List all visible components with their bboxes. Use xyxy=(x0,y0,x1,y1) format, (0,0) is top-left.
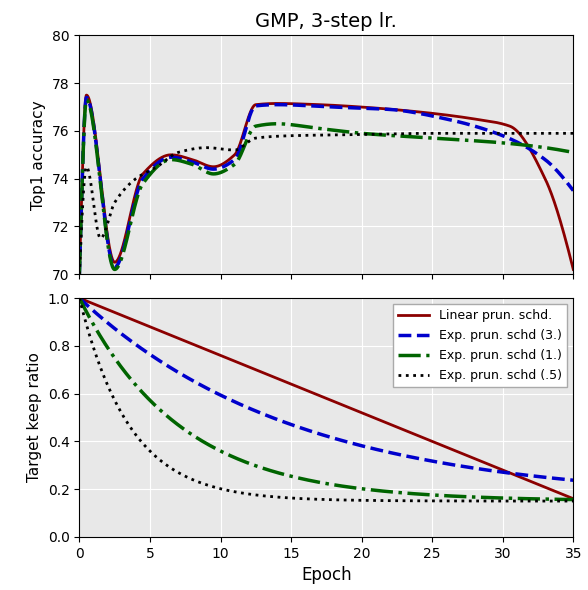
Linear prun. schd. xyxy=(465,453,472,460)
Exp. prun. schd (.5) xyxy=(303,495,310,502)
Exp. prun. schd (1.) xyxy=(556,496,563,503)
Exp. prun. schd (3.) xyxy=(101,317,108,324)
Exp. prun. schd (3.) xyxy=(556,476,563,483)
Exp. prun. schd (.5) xyxy=(465,497,472,504)
Title: GMP, 3-step lr.: GMP, 3-step lr. xyxy=(255,12,397,31)
Exp. prun. schd (3.) xyxy=(316,430,323,437)
Exp. prun. schd (.5) xyxy=(316,496,323,503)
Legend: Linear prun. schd., Exp. prun. schd (3.), Exp. prun. schd (1.), Exp. prun. schd : Linear prun. schd., Exp. prun. schd (3.)… xyxy=(393,304,567,387)
Exp. prun. schd (.5) xyxy=(556,497,563,504)
Exp. prun. schd (.5) xyxy=(570,497,577,504)
Exp. prun. schd (1.) xyxy=(303,476,310,483)
Exp. prun. schd (1.) xyxy=(555,496,562,503)
Line: Exp. prun. schd (1.): Exp. prun. schd (1.) xyxy=(79,298,573,500)
Exp. prun. schd (1.) xyxy=(570,496,577,503)
Exp. prun. schd (3.) xyxy=(555,475,562,482)
Linear prun. schd. xyxy=(76,294,83,301)
Linear prun. schd. xyxy=(555,489,562,496)
Exp. prun. schd (3.) xyxy=(303,426,310,433)
X-axis label: Epoch: Epoch xyxy=(301,566,352,584)
Exp. prun. schd (.5) xyxy=(555,497,562,504)
Exp. prun. schd (3.) xyxy=(570,477,577,484)
Linear prun. schd. xyxy=(101,305,108,312)
Exp. prun. schd (1.) xyxy=(76,294,83,301)
Linear prun. schd. xyxy=(570,495,577,502)
Y-axis label: Target keep ratio: Target keep ratio xyxy=(27,353,42,483)
Line: Linear prun. schd.: Linear prun. schd. xyxy=(79,298,573,499)
Exp. prun. schd (1.) xyxy=(101,339,108,346)
Exp. prun. schd (3.) xyxy=(465,464,472,471)
Linear prun. schd. xyxy=(303,387,310,394)
Y-axis label: Top1 accuracy: Top1 accuracy xyxy=(32,100,46,209)
Exp. prun. schd (.5) xyxy=(76,294,83,301)
Exp. prun. schd (.5) xyxy=(101,375,108,382)
Linear prun. schd. xyxy=(556,489,563,496)
Exp. prun. schd (1.) xyxy=(465,493,472,500)
Exp. prun. schd (3.) xyxy=(76,294,83,301)
Exp. prun. schd (1.) xyxy=(316,479,323,486)
Linear prun. schd. xyxy=(316,392,323,399)
Line: Exp. prun. schd (3.): Exp. prun. schd (3.) xyxy=(79,298,573,480)
Line: Exp. prun. schd (.5): Exp. prun. schd (.5) xyxy=(79,298,573,501)
